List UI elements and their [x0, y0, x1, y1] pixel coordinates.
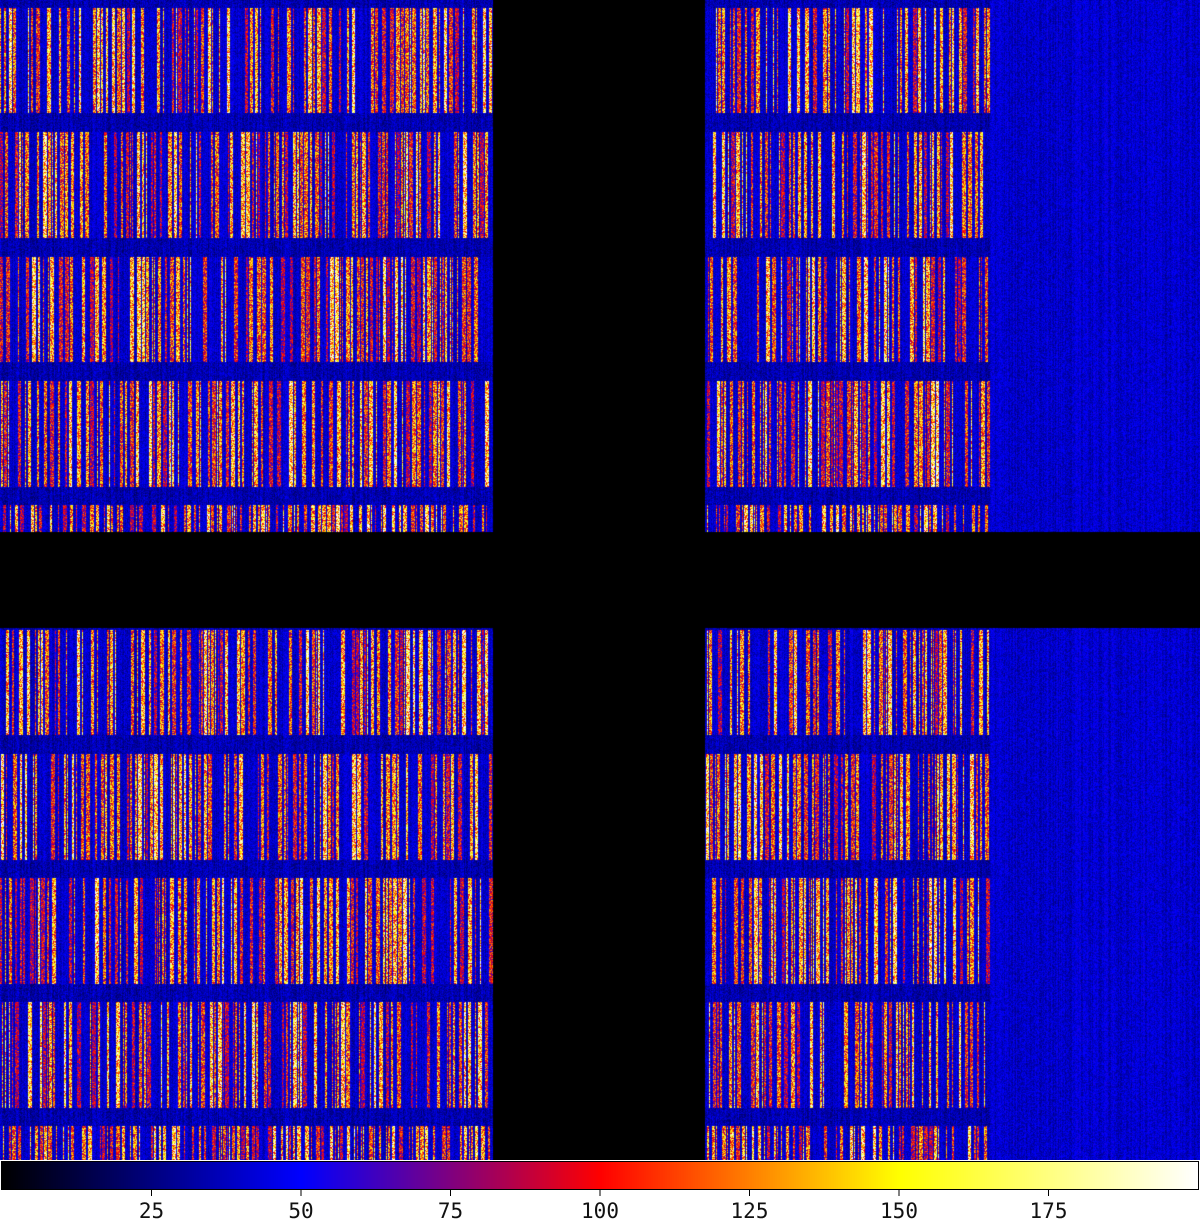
colorbar-tick-label: 100: [581, 1199, 619, 1223]
heatmap-image: [0, 0, 1200, 1160]
colorbar-tick-label: 125: [731, 1199, 769, 1223]
colorbar-tick-label: 175: [1030, 1199, 1068, 1223]
colorbar-gradient: [1, 1161, 1199, 1190]
colorbar-tick-label: 25: [139, 1199, 164, 1223]
colorbar-tick-label: 50: [288, 1199, 313, 1223]
colorbar: 25 50 75 100 125 150 175: [0, 1161, 1200, 1225]
colorbar-tick-label: 75: [438, 1199, 463, 1223]
colorbar-axis: 25 50 75 100 125 150 175: [139, 1190, 1068, 1223]
heatmap-plot-area: [0, 0, 1200, 1160]
colorbar-tick-label: 150: [880, 1199, 918, 1223]
